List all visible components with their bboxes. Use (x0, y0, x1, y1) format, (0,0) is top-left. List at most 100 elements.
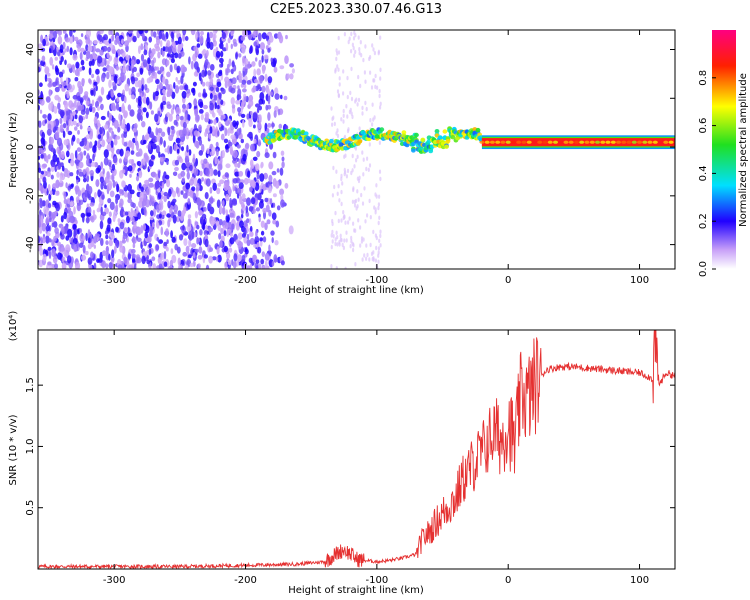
noise-speckle (88, 186, 93, 195)
noise-speckle (201, 163, 205, 170)
noise-speckle (107, 217, 112, 225)
noise-speckle (231, 200, 238, 206)
snr-xlabel: Height of straight line (km) (288, 585, 424, 596)
noise-speckle (166, 239, 169, 245)
noise-speckle (64, 48, 67, 53)
noise-speckle (46, 232, 51, 237)
noise-speckle (131, 86, 136, 95)
spectrogram-ylabel: Frequency (Hz) (8, 112, 19, 188)
noise-speckle (87, 243, 92, 250)
noise-speckle (177, 43, 183, 51)
faint-speckle (378, 88, 381, 94)
noise-speckle (38, 120, 41, 125)
noise-speckle (271, 122, 275, 128)
noise-speckle (214, 102, 218, 110)
faint-speckle (378, 169, 382, 174)
noise-speckle (194, 221, 199, 226)
snr-panel: -300 -200 -100 0 100 0.5 1.0 1.5 Height of str… (8, 311, 676, 596)
faint-speckle (374, 258, 377, 263)
faint-speckle (341, 181, 344, 186)
noise-speckle (136, 226, 142, 236)
noise-speckle (253, 138, 257, 144)
noise-speckle (216, 108, 221, 114)
noise-speckle (171, 236, 176, 243)
noise-speckle (45, 209, 50, 217)
noise-speckle (137, 88, 142, 93)
noise-speckle (241, 213, 244, 219)
noise-speckle (190, 30, 196, 36)
noise-speckle (267, 39, 271, 46)
noise-speckle (267, 112, 271, 121)
noise-speckle (267, 76, 273, 84)
noise-speckle (127, 104, 132, 112)
spectrogram-y-axis: -40 -20 0 20 40 (25, 43, 675, 253)
noise-speckle (198, 209, 203, 216)
noise-speckle (44, 119, 47, 124)
tone-blob (479, 140, 485, 144)
noise-speckle (208, 31, 214, 39)
noise-speckle (279, 65, 285, 70)
noise-speckle (48, 238, 52, 243)
noise-speckle (74, 99, 77, 108)
faint-speckle (338, 242, 341, 247)
noise-speckle (159, 66, 165, 72)
noise-speckle (182, 193, 188, 199)
noise-speckle (241, 201, 245, 209)
noise-speckle (156, 84, 160, 89)
noise-speckle (119, 198, 124, 207)
noise-speckle (150, 30, 154, 37)
noise-speckle (93, 116, 98, 124)
faint-speckle (337, 35, 340, 41)
noise-speckle (231, 104, 236, 109)
noise-speckle (42, 236, 46, 244)
noise-speckle (92, 106, 96, 114)
noise-speckle (97, 55, 103, 64)
noise-speckle (167, 53, 170, 57)
noise-speckle (130, 248, 136, 254)
tone-blob (500, 140, 506, 144)
noise-speckle (136, 257, 142, 264)
noise-speckle (135, 206, 139, 214)
faint-speckle (362, 157, 365, 162)
noise-speckle (249, 263, 253, 269)
noise-speckle (131, 253, 136, 259)
signal-blob (444, 144, 449, 149)
tone-blob (574, 140, 579, 144)
noise-speckle (79, 141, 85, 147)
noise-speckle (169, 53, 174, 58)
signal-blob (379, 127, 385, 132)
noise-speckle (127, 198, 133, 204)
faint-speckle (334, 210, 337, 216)
noise-speckle (127, 253, 132, 260)
noise-speckle (134, 263, 137, 269)
noise-speckle (52, 213, 55, 220)
noise-speckle (129, 173, 132, 178)
tone-blob (511, 140, 516, 144)
noise-speckle (78, 115, 84, 124)
noise-speckle (255, 265, 259, 269)
noise-speckle (69, 30, 73, 37)
noise-speckle (101, 126, 104, 134)
noise-speckle (212, 33, 216, 41)
noise-speckle (166, 104, 172, 109)
noise-speckle (167, 145, 171, 155)
faint-speckle (371, 102, 374, 107)
noise-speckle (248, 206, 254, 212)
noise-speckle (115, 102, 120, 111)
noise-speckle (246, 113, 250, 120)
noise-speckle (180, 64, 186, 74)
noise-speckle (142, 139, 147, 145)
noise-speckle (48, 193, 52, 201)
noise-speckle (111, 33, 115, 42)
noise-speckle (255, 207, 260, 212)
noise-speckle (253, 243, 258, 248)
noise-speckle (196, 224, 200, 230)
faint-speckle (362, 237, 365, 242)
signal-blob (401, 130, 407, 135)
noise-speckle (39, 227, 43, 234)
noise-speckle (102, 168, 105, 175)
noise-speckle (117, 126, 121, 133)
noise-speckle (86, 212, 92, 217)
tone-blob (642, 140, 648, 144)
noise-speckle (256, 107, 260, 114)
